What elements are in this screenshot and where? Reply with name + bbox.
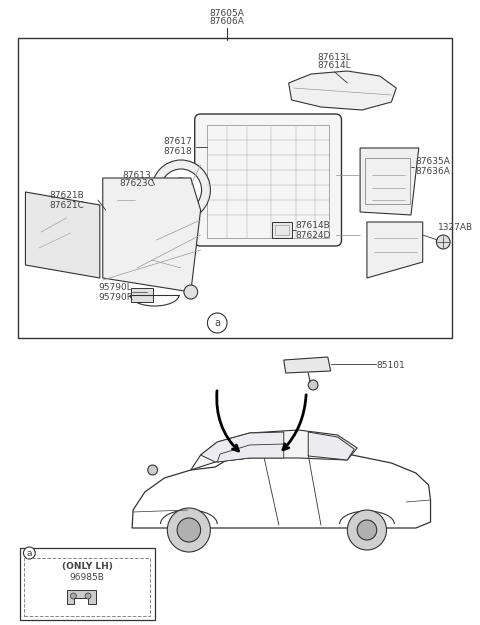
Circle shape [348, 510, 386, 550]
Circle shape [160, 169, 202, 211]
Polygon shape [191, 430, 357, 470]
Bar [207, 125, 329, 238]
Circle shape [152, 160, 210, 220]
Text: a: a [214, 318, 220, 328]
Bar [272, 222, 291, 238]
Circle shape [169, 178, 193, 202]
Text: 1327AB: 1327AB [438, 224, 473, 232]
Bar [275, 225, 288, 235]
Text: 87618: 87618 [163, 146, 192, 156]
Text: 87614L: 87614L [318, 61, 351, 71]
Polygon shape [308, 432, 354, 460]
Circle shape [207, 313, 227, 333]
Bar [24, 558, 150, 616]
Circle shape [176, 185, 186, 195]
Circle shape [308, 380, 318, 390]
Bar [131, 288, 153, 302]
Polygon shape [360, 148, 419, 215]
Text: 87636A: 87636A [415, 166, 450, 176]
Circle shape [436, 235, 450, 249]
Bar [20, 548, 155, 620]
Text: 87606A: 87606A [210, 18, 244, 26]
Polygon shape [25, 192, 100, 278]
Polygon shape [367, 222, 423, 278]
Circle shape [177, 518, 201, 542]
Text: (ONLY LH): (ONLY LH) [61, 562, 112, 571]
Text: 85101: 85101 [377, 361, 406, 369]
Circle shape [184, 285, 198, 299]
Circle shape [24, 547, 35, 559]
Polygon shape [67, 590, 96, 604]
Polygon shape [201, 432, 284, 462]
Polygon shape [284, 357, 331, 373]
Text: 87635A: 87635A [415, 158, 450, 166]
Circle shape [148, 465, 157, 475]
Text: 87623C: 87623C [120, 179, 155, 189]
Text: 87614B: 87614B [296, 221, 330, 231]
Text: a: a [26, 549, 32, 558]
Text: 87621C: 87621C [49, 201, 84, 209]
Text: 95790L: 95790L [98, 284, 132, 292]
Bar [365, 158, 410, 204]
FancyBboxPatch shape [195, 114, 341, 246]
Text: 87621B: 87621B [49, 191, 84, 201]
Text: 95790R: 95790R [98, 292, 133, 301]
Circle shape [85, 593, 91, 599]
Text: 96985B: 96985B [70, 574, 105, 582]
Text: 87624D: 87624D [296, 231, 331, 239]
Text: 87613: 87613 [122, 171, 151, 179]
Circle shape [168, 508, 210, 552]
Polygon shape [288, 71, 396, 110]
Polygon shape [217, 444, 284, 462]
Polygon shape [103, 178, 201, 292]
Text: 87617: 87617 [163, 138, 192, 146]
Bar [18, 38, 452, 338]
Text: 87613L: 87613L [318, 52, 351, 61]
Circle shape [357, 520, 377, 540]
Text: 87605A: 87605A [210, 9, 244, 18]
Polygon shape [132, 452, 431, 528]
Circle shape [71, 593, 76, 599]
